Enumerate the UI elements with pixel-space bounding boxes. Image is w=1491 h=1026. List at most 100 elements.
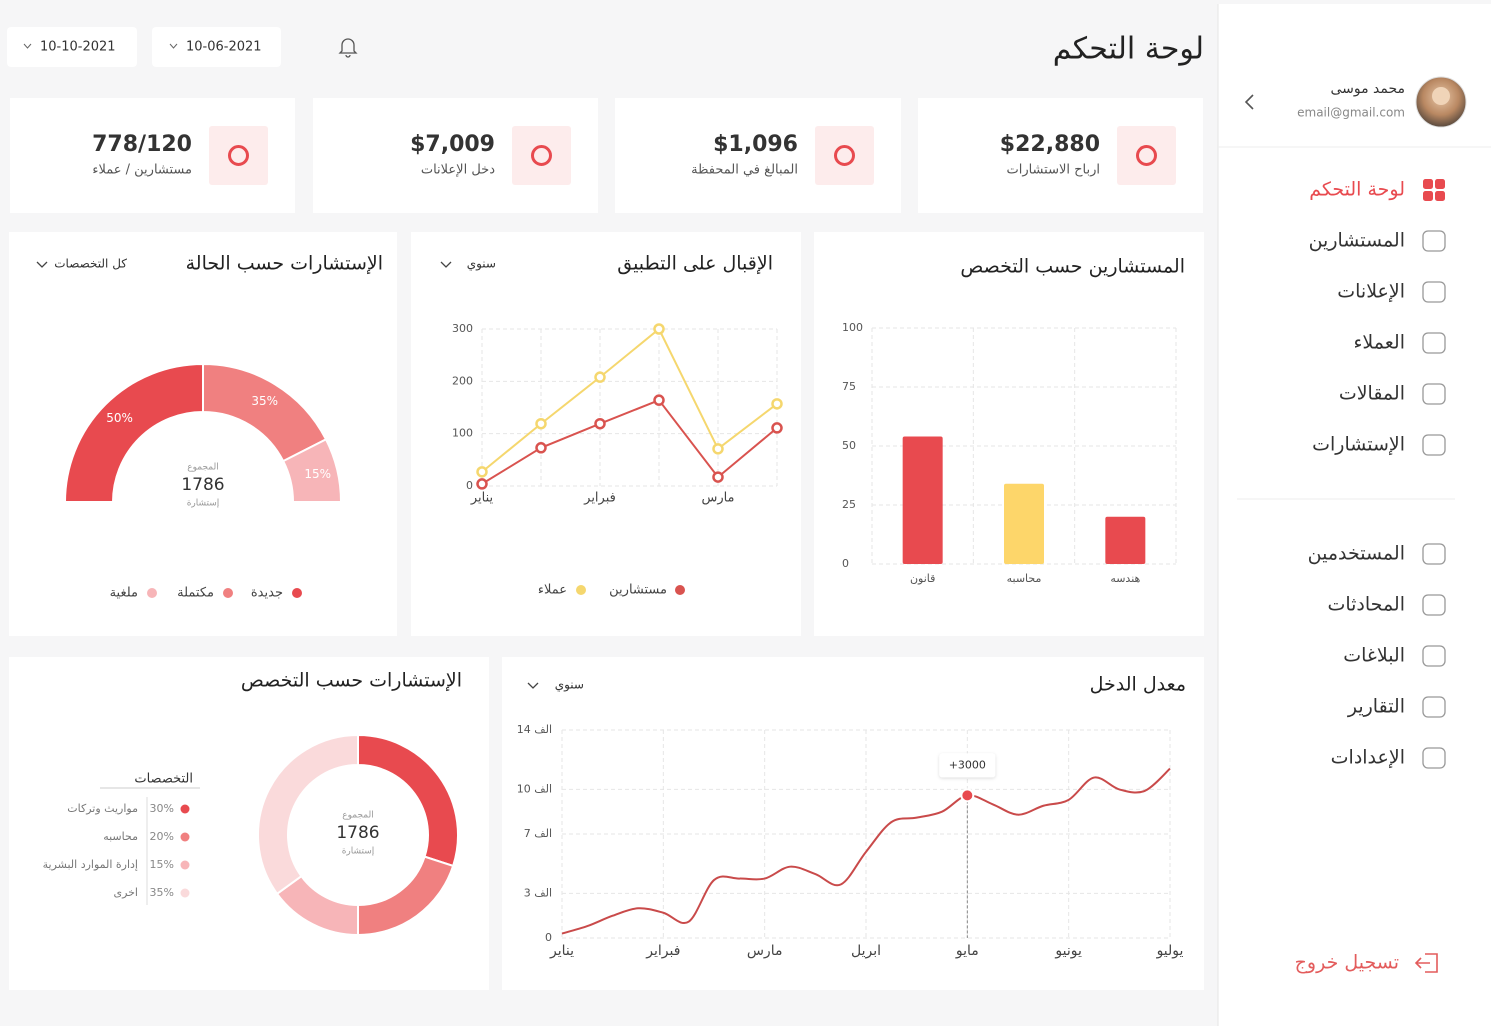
legend-label: مكتملة [177, 586, 214, 601]
center-total: 1786 [336, 823, 379, 843]
x-tick-label: هندسه [1110, 572, 1140, 585]
bar [902, 436, 943, 564]
menu-item[interactable]: الإستشارات [1312, 434, 1405, 456]
notification-bell[interactable] [338, 38, 358, 58]
x-tick-label: فبراير [583, 491, 616, 506]
y-tick-label: 0 [466, 479, 473, 492]
point [771, 422, 783, 434]
stat-icon-glyph [228, 145, 249, 166]
menu-item[interactable]: المستشارين [1309, 230, 1405, 252]
legend-swatch [180, 860, 190, 870]
y-tick-label: 300 [452, 322, 473, 335]
menu-icon [1423, 179, 1433, 189]
center-total: 1786 [181, 475, 224, 495]
y-tick-label: 100 [452, 427, 473, 440]
stat-value: $1,096 [713, 132, 798, 157]
y-tick-label: 50 [842, 439, 856, 452]
x-tick-label: ابريل [851, 943, 881, 959]
stat-icon [815, 126, 874, 185]
line [481, 398, 778, 485]
menu-icon [1423, 191, 1433, 201]
x-tick-label: مايو [955, 943, 979, 959]
x-tick-label: مارس [747, 943, 783, 959]
menu-item[interactable]: الإعلانات [1337, 281, 1405, 303]
filter-dropdown[interactable]: كل التخصصات [54, 257, 127, 271]
menu-item[interactable]: المقالات [1339, 383, 1405, 405]
center-unit: إستشارة [187, 499, 220, 509]
date-picker[interactable] [7, 27, 137, 67]
menu-item[interactable]: المستخدمين [1308, 543, 1405, 565]
menu-item[interactable]: البلاغات [1343, 645, 1405, 667]
slice [281, 438, 343, 503]
x-tick-label: مارس [701, 491, 734, 506]
x-tick-label: يونيو [1054, 943, 1082, 959]
legend-label: مواريث وتركات [67, 802, 138, 815]
point [594, 371, 606, 383]
tooltip [939, 753, 996, 778]
highlight-point [960, 788, 975, 803]
menu-item[interactable]: التقارير [1347, 696, 1405, 718]
chart-title: المستشارين حسب التخصص [960, 256, 1185, 278]
line [561, 767, 1171, 935]
chart-card [9, 232, 397, 636]
y-tick-label: 200 [452, 374, 473, 387]
date-text: 10-06-2021 [186, 40, 262, 55]
legend-swatch [147, 588, 157, 598]
filter-dropdown[interactable]: سنوي [467, 257, 496, 272]
filter-dropdown[interactable]: سنوي [555, 678, 584, 693]
menu-icon [1422, 747, 1446, 769]
chart-card [9, 657, 489, 990]
stat-value: $22,880 [1000, 132, 1100, 157]
menu-icon [1422, 696, 1446, 718]
stat-value: $7,009 [410, 132, 495, 157]
chart-card [502, 657, 1204, 990]
chart-card [814, 232, 1204, 636]
y-tick-label: 25 [842, 498, 856, 511]
menu-icon [1422, 543, 1446, 565]
collapse-button[interactable] [1244, 94, 1254, 110]
menu-item[interactable]: لوحة التحكم [1309, 179, 1405, 201]
stat-icon-glyph [1136, 145, 1157, 166]
center-label: المجموع [187, 463, 218, 473]
user-email: email@gmail.com [1297, 106, 1405, 120]
legend-swatch [180, 804, 190, 814]
value-label: 15% [304, 467, 331, 481]
bar [1004, 483, 1044, 564]
point [476, 478, 488, 490]
x-tick-label: فبراير [645, 943, 680, 959]
date-picker[interactable] [152, 27, 281, 67]
chart-title: معدل الدخل [1090, 674, 1186, 696]
menu-item[interactable]: العملاء [1354, 332, 1406, 354]
chevron [169, 43, 178, 49]
y-tick-label: 100 [842, 321, 863, 334]
y-tick-label: 3 الف [524, 886, 552, 899]
menu-icon [1422, 230, 1446, 252]
chart-title: الإستشارات حسب التخصص [241, 670, 462, 692]
chart-title: الإستشارات حسب الحالة [186, 253, 383, 275]
stat-icon [209, 126, 268, 185]
stat-label: ارباح الاستشارات [1006, 163, 1100, 178]
stat-icon [1117, 126, 1176, 185]
date-text: 10-10-2021 [40, 40, 116, 55]
stat-icon-glyph [834, 145, 855, 166]
center-unit: إستشارة [342, 847, 375, 857]
menu-icon [1422, 383, 1446, 405]
center-label: المجموع [342, 811, 373, 821]
point [653, 323, 665, 335]
avatar-face [1432, 87, 1450, 105]
page-title: لوحة التحكم [1053, 32, 1204, 67]
menu-icon [1422, 594, 1446, 616]
menu-icon [1435, 179, 1445, 189]
menu-item[interactable]: الإعدادات [1331, 747, 1405, 769]
stat-icon-glyph [531, 145, 552, 166]
stat-icon [512, 126, 571, 185]
chart-title: الإقبال على التطبيق [617, 253, 773, 275]
chevron [527, 682, 539, 689]
menu-item[interactable]: المحادثات [1327, 594, 1405, 616]
logout[interactable]: تسجيل خروج [1295, 952, 1399, 974]
point [535, 442, 547, 454]
menu-icon [1422, 332, 1446, 354]
menu-icon [1422, 281, 1446, 303]
y-tick-label: 7 الف [524, 827, 552, 840]
